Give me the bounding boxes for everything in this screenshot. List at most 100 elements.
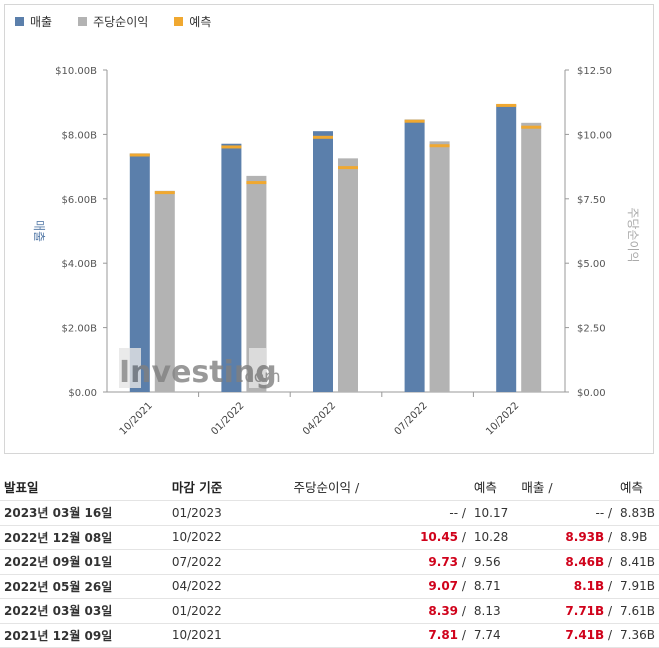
cell-date: 2022년 03월 03일 (0, 598, 168, 624)
right-tick-label: $7.50 (577, 195, 606, 206)
cell-eps: -- / (289, 500, 470, 526)
cell-period: 01/2022 (167, 598, 290, 624)
revenue-slash: / (608, 603, 613, 618)
revenue-bar[interactable] (129, 153, 150, 392)
watermark-backdrop-right (249, 348, 267, 388)
header-revenue-forecast[interactable]: 예측 (616, 472, 659, 501)
eps-swatch-icon (78, 17, 88, 26)
cell-eps-forecast: 8.71 (469, 574, 518, 599)
cell-revenue: -- / (517, 500, 617, 526)
header-revenue[interactable]: 매출 / (517, 472, 617, 501)
revenue-slash: / (608, 530, 613, 545)
revenue-forecast-marker (496, 103, 517, 107)
right-axis-title: 주당순이익 (626, 207, 640, 262)
left-tick-label: $10.00B (55, 66, 97, 77)
eps-actual: 10.45 (420, 530, 459, 545)
watermark-brand: Investing (119, 355, 277, 390)
left-tick-label: $0.00 (68, 388, 97, 399)
left-tick-label: $6.00B (62, 195, 98, 206)
header-rev-slash: / (548, 479, 553, 495)
revenue-actual: 8.1B (573, 579, 605, 594)
eps-actual: 9.73 (428, 554, 459, 569)
eps-bar[interactable] (154, 190, 175, 392)
revenue-bar[interactable] (313, 131, 333, 392)
right-tick-label: $12.50 (577, 66, 612, 77)
revenue-actual: 7.41B (565, 628, 605, 643)
revenue-forecast-marker (221, 145, 242, 149)
cell-eps-forecast: 8.13 (469, 598, 518, 624)
cell-revenue-forecast: 8.9B (616, 525, 659, 550)
eps-forecast-marker (429, 144, 450, 148)
header-eps-label: 주당순이익 (293, 479, 352, 495)
eps-slash: / (461, 579, 466, 594)
investing-watermark: Investing .com (119, 348, 281, 390)
cell-date: 2022년 05월 26일 (0, 574, 168, 599)
header-eps-slash: / (355, 479, 360, 495)
cell-eps-forecast: 7.74 (469, 623, 518, 648)
cell-revenue-forecast: 8.83B (616, 500, 659, 526)
cell-eps-forecast: 10.17 (469, 500, 518, 526)
chart-legend: 매출 주당순이익 예측 (15, 13, 211, 30)
cell-revenue-forecast: 7.91B (616, 574, 659, 599)
revenue-slash: / (608, 505, 613, 520)
cell-eps: 9.73 / (289, 549, 470, 575)
right-tick-label: $0.00 (577, 388, 606, 399)
eps-slash: / (461, 554, 466, 569)
revenue-bar[interactable] (404, 119, 425, 392)
eps-bar[interactable] (338, 158, 358, 392)
eps-forecast-marker (338, 166, 358, 170)
table-row[interactable]: 2022년 12월 08일 10/2022 10.45 /10.28 8.93B /8… (0, 525, 659, 550)
right-tick-label: $2.50 (577, 324, 606, 335)
cell-period: 10/2021 (167, 623, 290, 648)
cell-revenue-forecast: 8.41B (616, 549, 659, 575)
cell-date: 2022년 12월 08일 (0, 525, 168, 550)
x-tick-label: 01/2022 (209, 400, 246, 437)
cell-period: 07/2022 (167, 549, 290, 575)
revenue-actual: -- (595, 505, 605, 520)
header-date[interactable]: 발표일 (0, 472, 168, 501)
legend-item-revenue[interactable]: 매출 (15, 13, 52, 30)
eps-bar[interactable] (246, 175, 267, 392)
revenue-actual: 8.46B (565, 554, 605, 569)
legend-label-eps: 주당순이익 (93, 15, 149, 29)
eps-forecast-marker (246, 181, 267, 185)
revenue-actual: 8.93B (565, 530, 605, 545)
cell-revenue-forecast: 7.61B (616, 598, 659, 624)
eps-actual: -- (449, 505, 459, 520)
eps-bar[interactable] (521, 122, 542, 393)
eps-forecast-marker (521, 125, 542, 129)
x-tick-label: 07/2022 (393, 400, 430, 437)
revenue-slash: / (608, 554, 613, 569)
revenue-bar[interactable] (496, 104, 517, 392)
revenue-swatch-icon (15, 17, 24, 26)
eps-bar[interactable] (429, 141, 450, 392)
x-tick-label: 04/2022 (301, 400, 338, 437)
cell-period: 01/2023 (167, 500, 290, 526)
revenue-bar[interactable] (221, 143, 242, 392)
eps-forecast-marker (154, 191, 175, 195)
table-row[interactable]: 2021년 12월 09일 10/2021 7.81 /7.74 7.41B /7.3… (0, 623, 659, 648)
cell-eps: 7.81 / (289, 623, 470, 648)
eps-actual: 7.81 (428, 628, 459, 643)
cell-eps: 9.07 / (289, 574, 470, 599)
legend-label-forecast: 예측 (189, 15, 212, 29)
x-tick-label: 10/2021 (118, 400, 155, 437)
header-eps[interactable]: 주당순이익 / (289, 472, 470, 501)
cell-eps-forecast: 10.28 (469, 525, 518, 550)
header-period[interactable]: 마감 기준 (167, 472, 290, 501)
left-tick-label: $4.00B (62, 259, 98, 270)
table-row[interactable]: 2022년 03월 03일 01/2022 8.39 /8.13 7.71B /7.6… (0, 598, 659, 624)
legend-item-eps[interactable]: 주당순이익 (78, 13, 148, 30)
table-row[interactable]: 2022년 09월 01일 07/2022 9.73 /9.56 8.46B /8.4… (0, 549, 659, 575)
x-tick-label: 10/2022 (484, 400, 521, 437)
table-row[interactable]: 2022년 05월 26일 04/2022 9.07 /8.71 8.1B /7.91… (0, 574, 659, 599)
chart-bars (129, 103, 542, 393)
watermark-suffix: .com (239, 367, 281, 387)
bar-chart: $0.00 $2.00B $4.00B $6.00B $8.00B $10.00B $0.0… (32, 66, 640, 437)
legend-item-forecast[interactable]: 예측 (174, 13, 211, 30)
legend-label-revenue: 매출 (30, 15, 53, 29)
eps-slash: / (461, 505, 466, 520)
table-row[interactable]: 2023년 03월 16일 01/2023 -- /10.17 -- /8.83B (0, 500, 659, 526)
header-eps-forecast[interactable]: 예측 (469, 472, 518, 501)
eps-slash: / (461, 603, 466, 618)
